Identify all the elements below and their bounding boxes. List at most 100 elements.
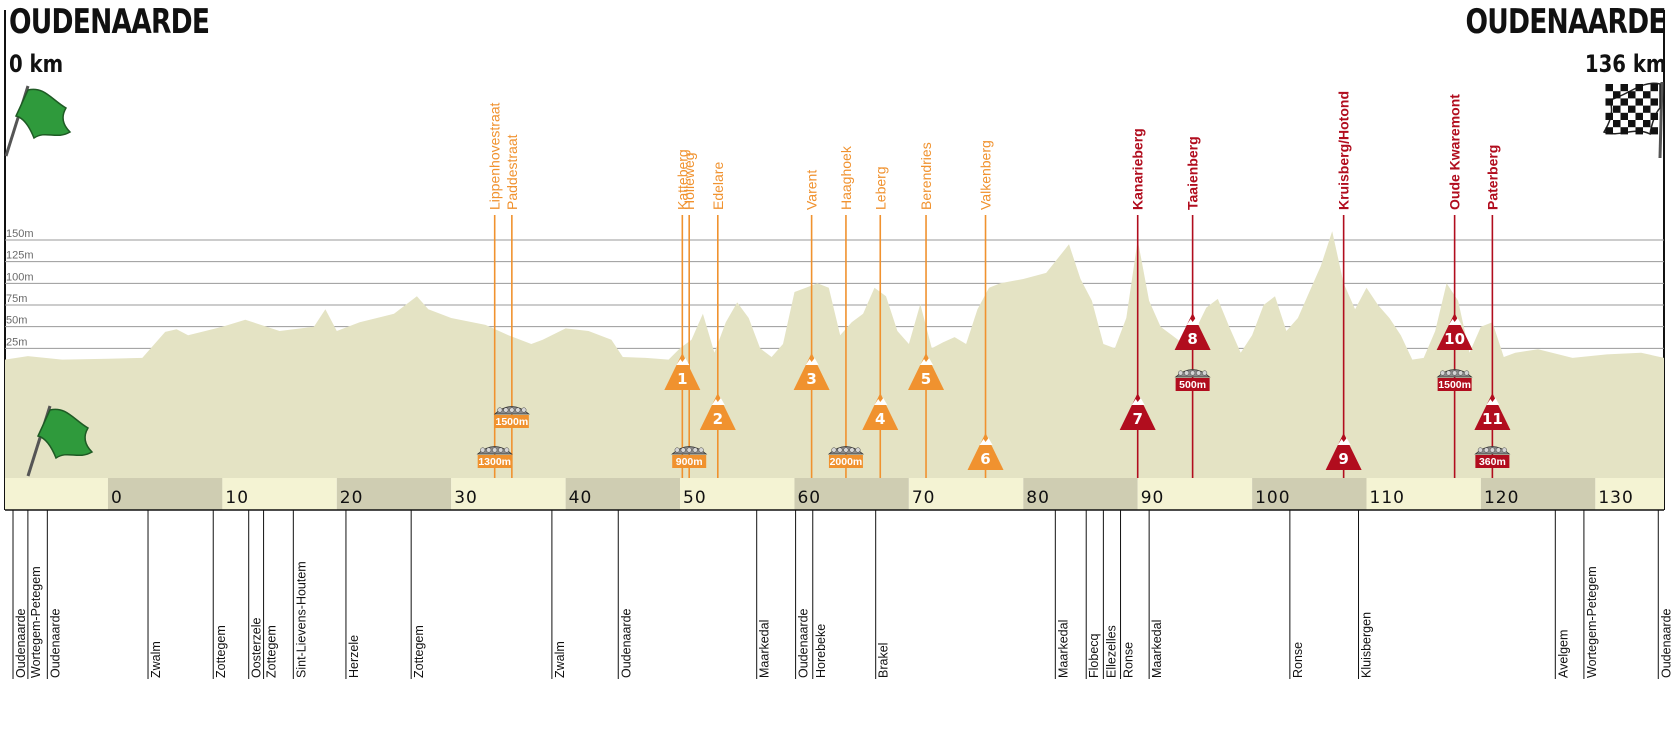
cobble-stone xyxy=(837,447,843,453)
climb-triangle xyxy=(699,393,736,430)
cobble-length: 1300m xyxy=(478,456,511,468)
km-band-segment xyxy=(1480,478,1596,510)
place-name: Ellezelles xyxy=(1104,625,1118,678)
climb-name: Holleweg xyxy=(681,152,697,210)
climb-name: Leberg xyxy=(872,166,888,210)
flag-check xyxy=(1650,127,1658,135)
y-tick-label: 125m xyxy=(6,250,34,262)
km-band-segment xyxy=(1252,478,1367,510)
climb-marker: 5 xyxy=(908,353,945,390)
climb-marker: 6 xyxy=(967,433,1004,470)
cobble-length: 360m xyxy=(1479,456,1506,468)
cobble-stone xyxy=(504,447,510,453)
cobble-marker: 1500m xyxy=(1436,369,1473,391)
snow-cap-icon xyxy=(1448,318,1462,325)
cobble-stone xyxy=(849,447,855,453)
place-name: Zottegem xyxy=(412,625,426,678)
snow-cap-icon xyxy=(711,398,725,405)
x-tick-label: 100 xyxy=(1255,488,1290,508)
cobble-name: Paddestraat xyxy=(504,134,520,210)
flag-check xyxy=(1635,127,1643,135)
climb-triangle xyxy=(1119,393,1156,430)
climb-number: 8 xyxy=(1187,330,1197,348)
climb-triangle xyxy=(1474,393,1511,430)
snow-cap-icon xyxy=(874,398,888,405)
cobble-stone xyxy=(509,407,515,413)
place-name: Sint-Lievens-Houtem xyxy=(294,561,308,678)
climb-triangle xyxy=(908,353,945,390)
km-band-segment xyxy=(680,478,795,510)
finish-distance: 136 km xyxy=(1584,50,1666,78)
start-distance: 0 km xyxy=(9,50,64,78)
place-name: Avelgem xyxy=(1556,630,1570,678)
x-tick-label: 80 xyxy=(1026,488,1050,508)
climb-marker: 10 xyxy=(1436,313,1473,350)
y-tick-label: 50m xyxy=(6,315,27,327)
cobble-marker: 1300m xyxy=(476,446,513,468)
place-name: Oudenaarde xyxy=(797,608,811,678)
climb-name: Kruisberg/Hotond xyxy=(1336,91,1352,210)
climb-number: 10 xyxy=(1444,330,1465,348)
climb-triangle xyxy=(793,353,830,390)
finish-flag-icon xyxy=(1602,81,1664,159)
cobble-length-bg xyxy=(1475,455,1510,468)
km-band-segment xyxy=(1137,478,1253,510)
cobble-stone xyxy=(1458,370,1464,376)
cobble-length-bg xyxy=(828,455,863,468)
x-tick-label: 20 xyxy=(340,488,364,508)
cobble-stone xyxy=(692,447,698,453)
flag-check xyxy=(1635,112,1643,120)
cobble-stone xyxy=(855,447,861,453)
place-name: Horebeke xyxy=(814,624,828,678)
cobble-stone xyxy=(486,447,492,453)
cobble-stone xyxy=(686,447,692,453)
x-tick-label: 40 xyxy=(569,488,593,508)
cobble-stone xyxy=(1196,370,1202,376)
flag-check xyxy=(1628,91,1636,99)
place-name: Oudenaarde xyxy=(14,608,28,678)
flag-check xyxy=(1613,120,1621,128)
climb-number: 3 xyxy=(806,370,816,388)
place-name: Brakel xyxy=(877,643,891,678)
flag-check xyxy=(1643,105,1651,113)
elevation-area xyxy=(5,231,1664,478)
cobble-stone xyxy=(1184,370,1190,376)
climb-marker: 3 xyxy=(793,353,830,390)
climb-triangle xyxy=(1325,433,1362,470)
place-name: Maarkedal xyxy=(1150,620,1164,678)
place-name: Flobecq xyxy=(1087,633,1101,678)
cobble-length-bg xyxy=(477,455,512,468)
km-band-segment xyxy=(451,478,566,510)
climb-name: Edelare xyxy=(710,162,726,210)
cobble-marker: 360m xyxy=(1474,446,1511,468)
climb-name: Taaienberg xyxy=(1185,136,1201,210)
climb-marker: 8 xyxy=(1174,313,1211,350)
km-band-segment xyxy=(5,478,108,510)
climb-name: Berendries xyxy=(918,142,934,210)
x-tick-label: 0 xyxy=(111,488,123,508)
flag-check xyxy=(1613,91,1621,99)
flag-check xyxy=(1635,98,1643,106)
climb-number: 6 xyxy=(980,450,990,468)
place-name: Oosterzele xyxy=(250,618,264,678)
flag-check xyxy=(1605,127,1613,135)
place-name: Kluisbergen xyxy=(1360,612,1374,678)
y-tick-label: 25m xyxy=(6,336,27,348)
cobble-stone xyxy=(843,447,849,453)
climb-number: 5 xyxy=(921,370,931,388)
km-band-segment xyxy=(565,478,681,510)
cobble-stone xyxy=(1501,447,1507,453)
cobble-stone xyxy=(1202,370,1208,376)
flag-check xyxy=(1605,84,1613,92)
cobble-stone xyxy=(680,447,686,453)
cobble-length-bg xyxy=(1175,378,1210,391)
flag-check xyxy=(1628,105,1636,113)
cobble-stone xyxy=(1190,370,1196,376)
climb-name: Paterberg xyxy=(1484,145,1500,210)
cobble-stone xyxy=(1178,370,1184,376)
cobble-stone xyxy=(1489,447,1495,453)
km-band-segment xyxy=(1366,478,1481,510)
km-band-segment xyxy=(222,478,337,510)
cobble-length: 1500m xyxy=(1438,379,1471,391)
snow-cap-icon xyxy=(805,358,819,365)
